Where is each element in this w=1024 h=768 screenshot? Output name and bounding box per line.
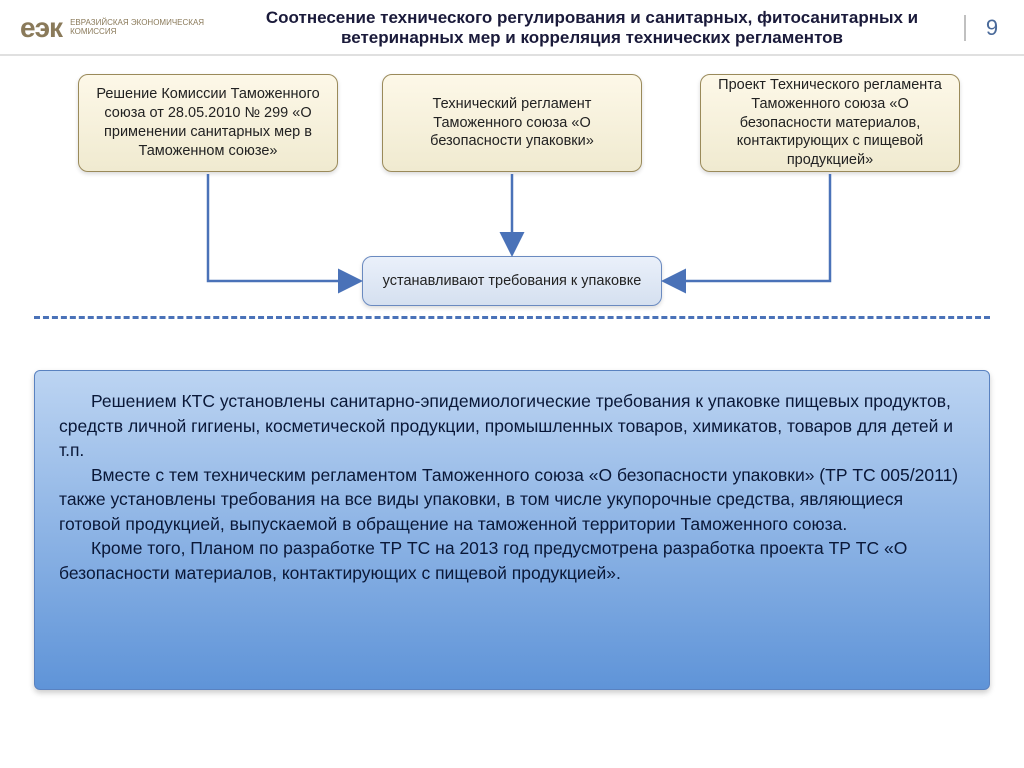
slide-header: еэк ЕВРАЗИЙСКАЯ ЭКОНОМИЧЕСКАЯ КОМИССИЯ С…: [0, 0, 1024, 56]
paragraph-1: Решением КТС установлены санитарно-эпиде…: [59, 389, 965, 463]
paragraph-3: Кроме того, Планом по разработке ТР ТС н…: [59, 536, 965, 585]
divider: [34, 316, 990, 319]
target-box: устанавливают требования к упаковке: [362, 256, 662, 306]
description-panel: Решением КТС установлены санитарно-эпиде…: [34, 370, 990, 690]
flowchart: Решение Комиссии Таможенного союза от 28…: [0, 56, 1024, 346]
source-box-1: Решение Комиссии Таможенного союза от 28…: [78, 74, 338, 172]
logo: еэк ЕВРАЗИЙСКАЯ ЭКОНОМИЧЕСКАЯ КОМИССИЯ: [20, 12, 220, 44]
source-box-2: Технический регламент Таможенного союза …: [382, 74, 642, 172]
page-number: 9: [964, 15, 1004, 41]
logo-subtitle: ЕВРАЗИЙСКАЯ ЭКОНОМИЧЕСКАЯ КОМИССИЯ: [70, 19, 220, 37]
slide-title: Соотнесение технического регулирования и…: [220, 8, 964, 48]
paragraph-2: Вместе с тем техническим регламентом Там…: [59, 463, 965, 537]
source-box-3: Проект Технического регламента Таможенно…: [700, 74, 960, 172]
logo-mark: еэк: [20, 12, 62, 44]
